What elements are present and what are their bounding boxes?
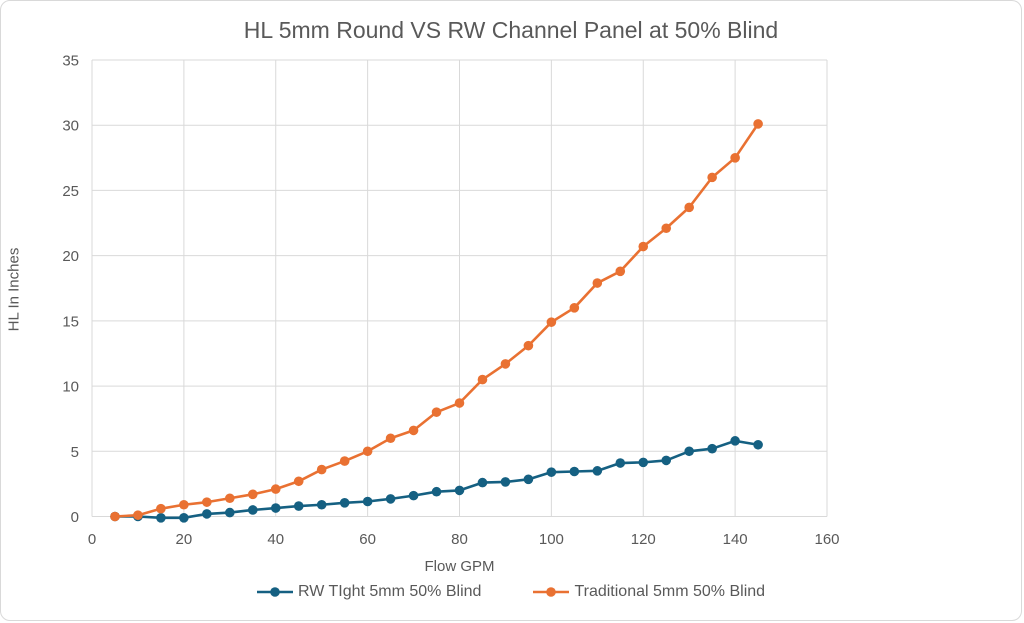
- series-1-marker: [179, 499, 189, 510]
- series-0-marker: [638, 457, 649, 468]
- x-tick-label: 80: [451, 531, 468, 548]
- series-0-marker: [730, 436, 740, 446]
- series-0-marker: [225, 507, 235, 518]
- y-tick-label: 20: [62, 248, 79, 265]
- x-tick-label: 160: [814, 531, 839, 548]
- y-tick-label: 15: [62, 313, 79, 330]
- series-1-marker: [293, 476, 304, 487]
- series-0-marker: [684, 446, 694, 457]
- series-0-marker: [500, 477, 511, 487]
- series-0-marker: [569, 466, 580, 477]
- series-0-marker: [202, 509, 212, 519]
- y-tick-label: 25: [62, 183, 79, 200]
- series-1-marker: [247, 489, 258, 500]
- series-1-marker: [638, 241, 649, 252]
- series-1-marker: [431, 407, 442, 417]
- series-1-marker: [133, 510, 143, 520]
- y-tick-label: 0: [71, 509, 79, 526]
- series-0-marker: [523, 474, 534, 485]
- series-1-marker: [500, 359, 511, 369]
- series-0-marker: [592, 466, 603, 476]
- series-0-marker: [156, 513, 166, 523]
- series-0-marker: [546, 467, 557, 477]
- series-1-marker: [362, 446, 373, 457]
- series-1-marker: [707, 172, 717, 183]
- series-0-marker: [661, 455, 672, 466]
- series-0-marker: [316, 499, 327, 510]
- series-1-marker: [316, 464, 327, 475]
- series-1-marker: [546, 317, 557, 327]
- series-0-marker: [270, 503, 281, 513]
- series-0-marker: [179, 513, 189, 523]
- series-line-0: [114, 439, 759, 520]
- x-tick-label: 120: [631, 531, 656, 548]
- y-tick-label: 10: [62, 379, 79, 396]
- series-0-marker: [362, 496, 373, 507]
- series-0-marker: [707, 443, 717, 454]
- series-1-marker: [730, 153, 740, 163]
- legend-marker-icon: [533, 587, 570, 597]
- x-tick-label: 20: [176, 531, 193, 548]
- series-0-marker: [454, 485, 465, 496]
- series-1-marker: [523, 340, 534, 351]
- y-tick-label: 35: [62, 53, 79, 70]
- series-0-marker: [339, 498, 350, 508]
- x-axis-title: Flow GPM: [424, 558, 495, 575]
- series-0-marker: [293, 501, 304, 511]
- series-1-marker: [615, 266, 626, 277]
- series-1-marker: [202, 497, 212, 507]
- series-1-marker: [110, 511, 120, 522]
- series-0-marker: [247, 505, 258, 515]
- series-0-marker: [385, 494, 396, 504]
- series-1-marker: [684, 202, 694, 213]
- series-1-marker: [753, 119, 763, 129]
- series-1-marker: [225, 493, 235, 504]
- y-tick-label: 30: [62, 118, 79, 135]
- series-0-marker: [615, 458, 626, 468]
- series-1-marker: [477, 374, 488, 385]
- series-1-marker: [385, 433, 396, 444]
- series-1-marker: [592, 278, 603, 288]
- x-tick-label: 0: [88, 531, 96, 548]
- legend-item-1: Traditional 5mm 50% Blind: [533, 583, 765, 601]
- series-1-marker: [408, 425, 419, 436]
- series-0-marker: [753, 439, 763, 450]
- chart-title: HL 5mm Round VS RW Channel Panel at 50% …: [243, 17, 779, 43]
- x-tick-label: 100: [539, 531, 564, 548]
- series-0-marker: [431, 486, 442, 497]
- legend-marker-icon: [256, 587, 293, 597]
- y-tick-label: 5: [71, 444, 79, 461]
- series-1-marker: [270, 484, 281, 494]
- series-1-marker: [569, 303, 580, 313]
- series-1-marker: [661, 223, 672, 234]
- legend-label: RW TIght 5mm 50% Blind: [297, 583, 482, 600]
- series-line-1: [114, 123, 760, 518]
- series-0-marker: [477, 477, 488, 488]
- series-1-marker: [156, 503, 166, 514]
- x-tick-label: 60: [359, 531, 376, 548]
- series-1-marker: [454, 398, 465, 408]
- x-tick-label: 140: [723, 531, 748, 548]
- series-1-marker: [339, 456, 350, 466]
- series-0-marker: [408, 490, 419, 501]
- legend-item-0: RW TIght 5mm 50% Blind: [256, 583, 482, 601]
- legend: RW TIght 5mm 50% Blind Traditional 5mm 50…: [1, 583, 1021, 601]
- x-tick-label: 40: [267, 531, 284, 548]
- legend-label: Traditional 5mm 50% Blind: [574, 583, 766, 600]
